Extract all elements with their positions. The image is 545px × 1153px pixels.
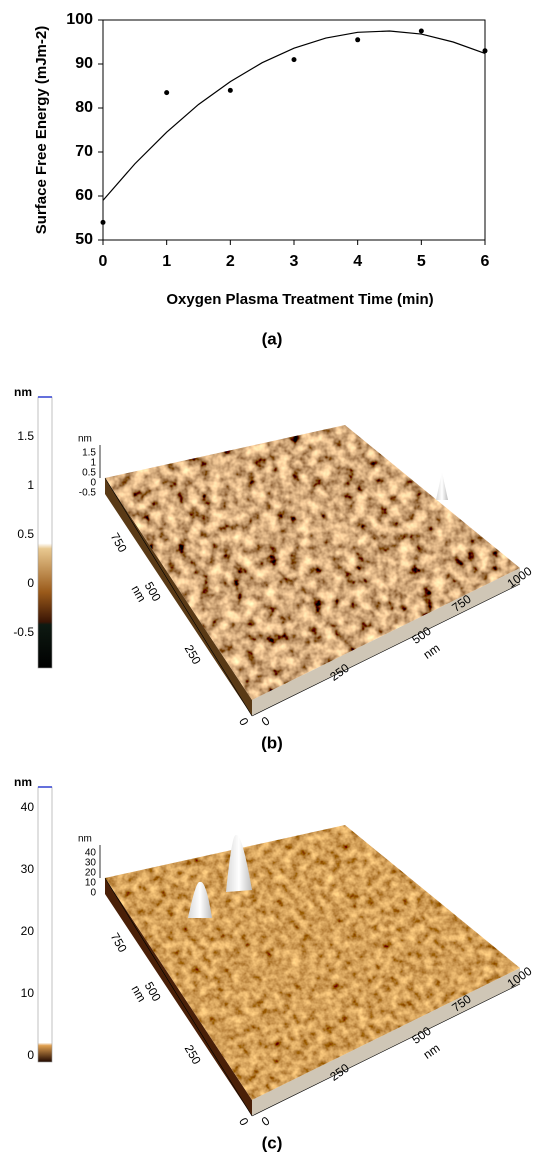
data-point xyxy=(355,37,360,42)
y-tick-label: 80 xyxy=(75,99,93,116)
z-tick-label: 0 xyxy=(90,888,96,899)
colorbar-tick-label: 0 xyxy=(27,1048,34,1062)
x-unit: nm xyxy=(421,1041,443,1062)
y-tick-label: 60 xyxy=(75,187,93,204)
page: Oxygen Plasma Treatment Time (min) Surfa… xyxy=(0,0,545,1153)
y-tick-label: 750 xyxy=(108,930,130,955)
x-tick-label: 0 xyxy=(259,1113,273,1128)
x-tick-label: 4 xyxy=(353,253,362,270)
data-point xyxy=(292,57,297,62)
y-tick-label: 750 xyxy=(108,530,130,555)
colorbar xyxy=(38,397,52,668)
colorbar-unit: nm xyxy=(14,775,32,789)
y-axis-title: Surface Free Energy (mJm-2) xyxy=(33,26,50,234)
z-tick-label: -0.5 xyxy=(79,488,97,499)
y-tick-label: 90 xyxy=(75,55,93,72)
y-tick-label: 250 xyxy=(182,642,204,667)
data-point xyxy=(228,88,233,93)
afm-panels: nm1.510.50-0.5nm1.510.50-0.50250500750nm… xyxy=(13,385,534,1152)
data-point xyxy=(164,90,169,95)
x-unit: nm xyxy=(421,641,443,662)
y-tick-label: 0 xyxy=(236,715,252,728)
x-tick-label: 0 xyxy=(259,713,273,728)
x-axis-title: Oxygen Plasma Treatment Time (min) xyxy=(166,291,433,308)
chart-a: Oxygen Plasma Treatment Time (min) Surfa… xyxy=(33,11,490,348)
y-tick-label: 250 xyxy=(182,1042,204,1067)
colorbar-tick-label: 0 xyxy=(27,576,34,590)
caption: (b) xyxy=(261,733,283,752)
plot-frame xyxy=(103,20,485,240)
colorbar-unit: nm xyxy=(14,385,32,399)
colorbar-tick-label: 40 xyxy=(21,800,35,814)
colorbar xyxy=(38,787,52,1062)
x-tick-label: 1 xyxy=(162,253,171,270)
z-unit: nm xyxy=(78,434,92,445)
colorbar-tick-label: 30 xyxy=(21,862,35,876)
y-tick-label: 100 xyxy=(66,11,93,28)
x-tick-label: 5 xyxy=(417,253,426,270)
colorbar-tick-label: 1 xyxy=(27,478,34,492)
x-tick-label: 2 xyxy=(226,253,235,270)
fit-curve xyxy=(103,31,485,200)
afm-panel: nm403020100nm4030201000250500750nm025050… xyxy=(14,775,535,1152)
y-tick-label: 50 xyxy=(75,231,93,248)
colorbar-tick-label: -0.5 xyxy=(13,625,34,639)
surface-texture xyxy=(100,820,525,1105)
z-unit: nm xyxy=(78,834,92,845)
figure: Oxygen Plasma Treatment Time (min) Surfa… xyxy=(0,0,545,1153)
afm-panel: nm1.510.50-0.5nm1.510.50-0.50250500750nm… xyxy=(13,385,534,752)
surface-peak xyxy=(436,472,448,500)
caption: (a) xyxy=(262,329,283,348)
x-tick-label: 0 xyxy=(99,253,108,270)
caption: (c) xyxy=(262,1133,283,1152)
colorbar-tick-label: 1.5 xyxy=(17,429,34,443)
data-point xyxy=(101,220,106,225)
surface-texture xyxy=(100,420,525,705)
colorbar-tick-label: 20 xyxy=(21,924,35,938)
y-tick-label: 70 xyxy=(75,143,93,160)
x-tick-label: 6 xyxy=(481,253,490,270)
colorbar-tick-label: 0.5 xyxy=(17,527,34,541)
y-tick-label: 0 xyxy=(236,1115,252,1128)
colorbar-tick-label: 10 xyxy=(21,986,35,1000)
data-point xyxy=(419,29,424,34)
x-tick-label: 3 xyxy=(290,253,299,270)
data-point xyxy=(483,48,488,53)
